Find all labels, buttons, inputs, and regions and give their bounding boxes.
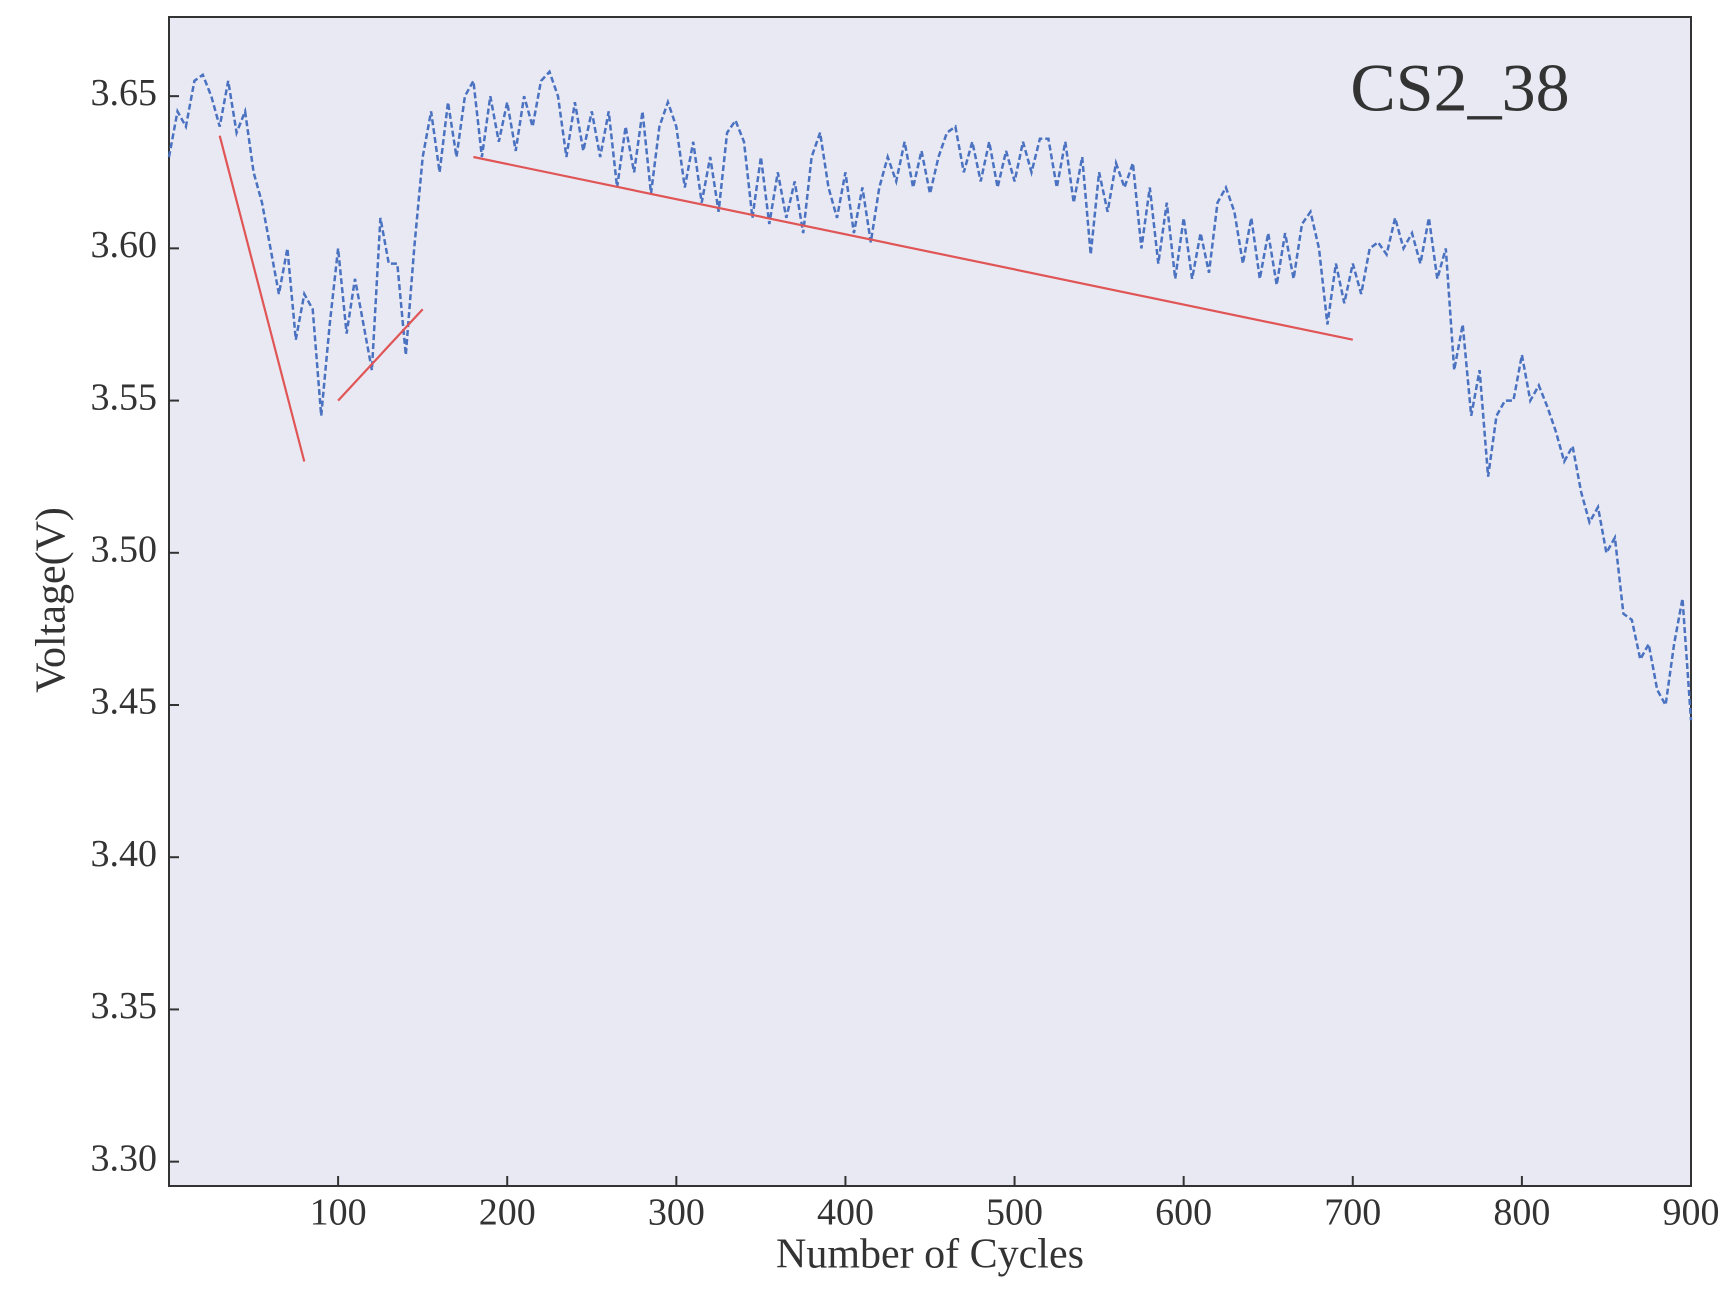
x-tick-label: 200 [479, 1192, 536, 1234]
x-tick-label: 400 [817, 1192, 874, 1234]
y-tick-label: 3.40 [91, 833, 158, 875]
annotation: CS2_38 [1350, 50, 1569, 126]
y-tick-label: 3.60 [91, 224, 158, 266]
y-tick-label: 3.35 [91, 985, 158, 1027]
y-tick-label: 3.55 [91, 376, 158, 418]
data-line [218, 135, 306, 462]
y-axis-label: Voltage(V) [29, 507, 75, 693]
y-tick-label: 3.65 [91, 72, 158, 114]
x-tick-label: 800 [1493, 1192, 1550, 1234]
x-axis-label: Number of Cycles [776, 1232, 1084, 1278]
x-tick-label: 300 [648, 1192, 705, 1234]
x-tick-label: 700 [1324, 1192, 1381, 1234]
y-tick-label: 3.50 [91, 529, 158, 571]
data-line [473, 155, 1354, 341]
x-tick-label: 100 [310, 1192, 367, 1234]
y-tick-label: 3.45 [91, 681, 158, 723]
x-tick-label: 600 [1155, 1192, 1212, 1234]
y-tick-label: 3.30 [91, 1137, 158, 1179]
plot-area [168, 16, 1692, 1187]
x-tick-label: 500 [986, 1192, 1043, 1234]
x-tick-label: 900 [1663, 1192, 1720, 1234]
data-line [337, 308, 424, 402]
